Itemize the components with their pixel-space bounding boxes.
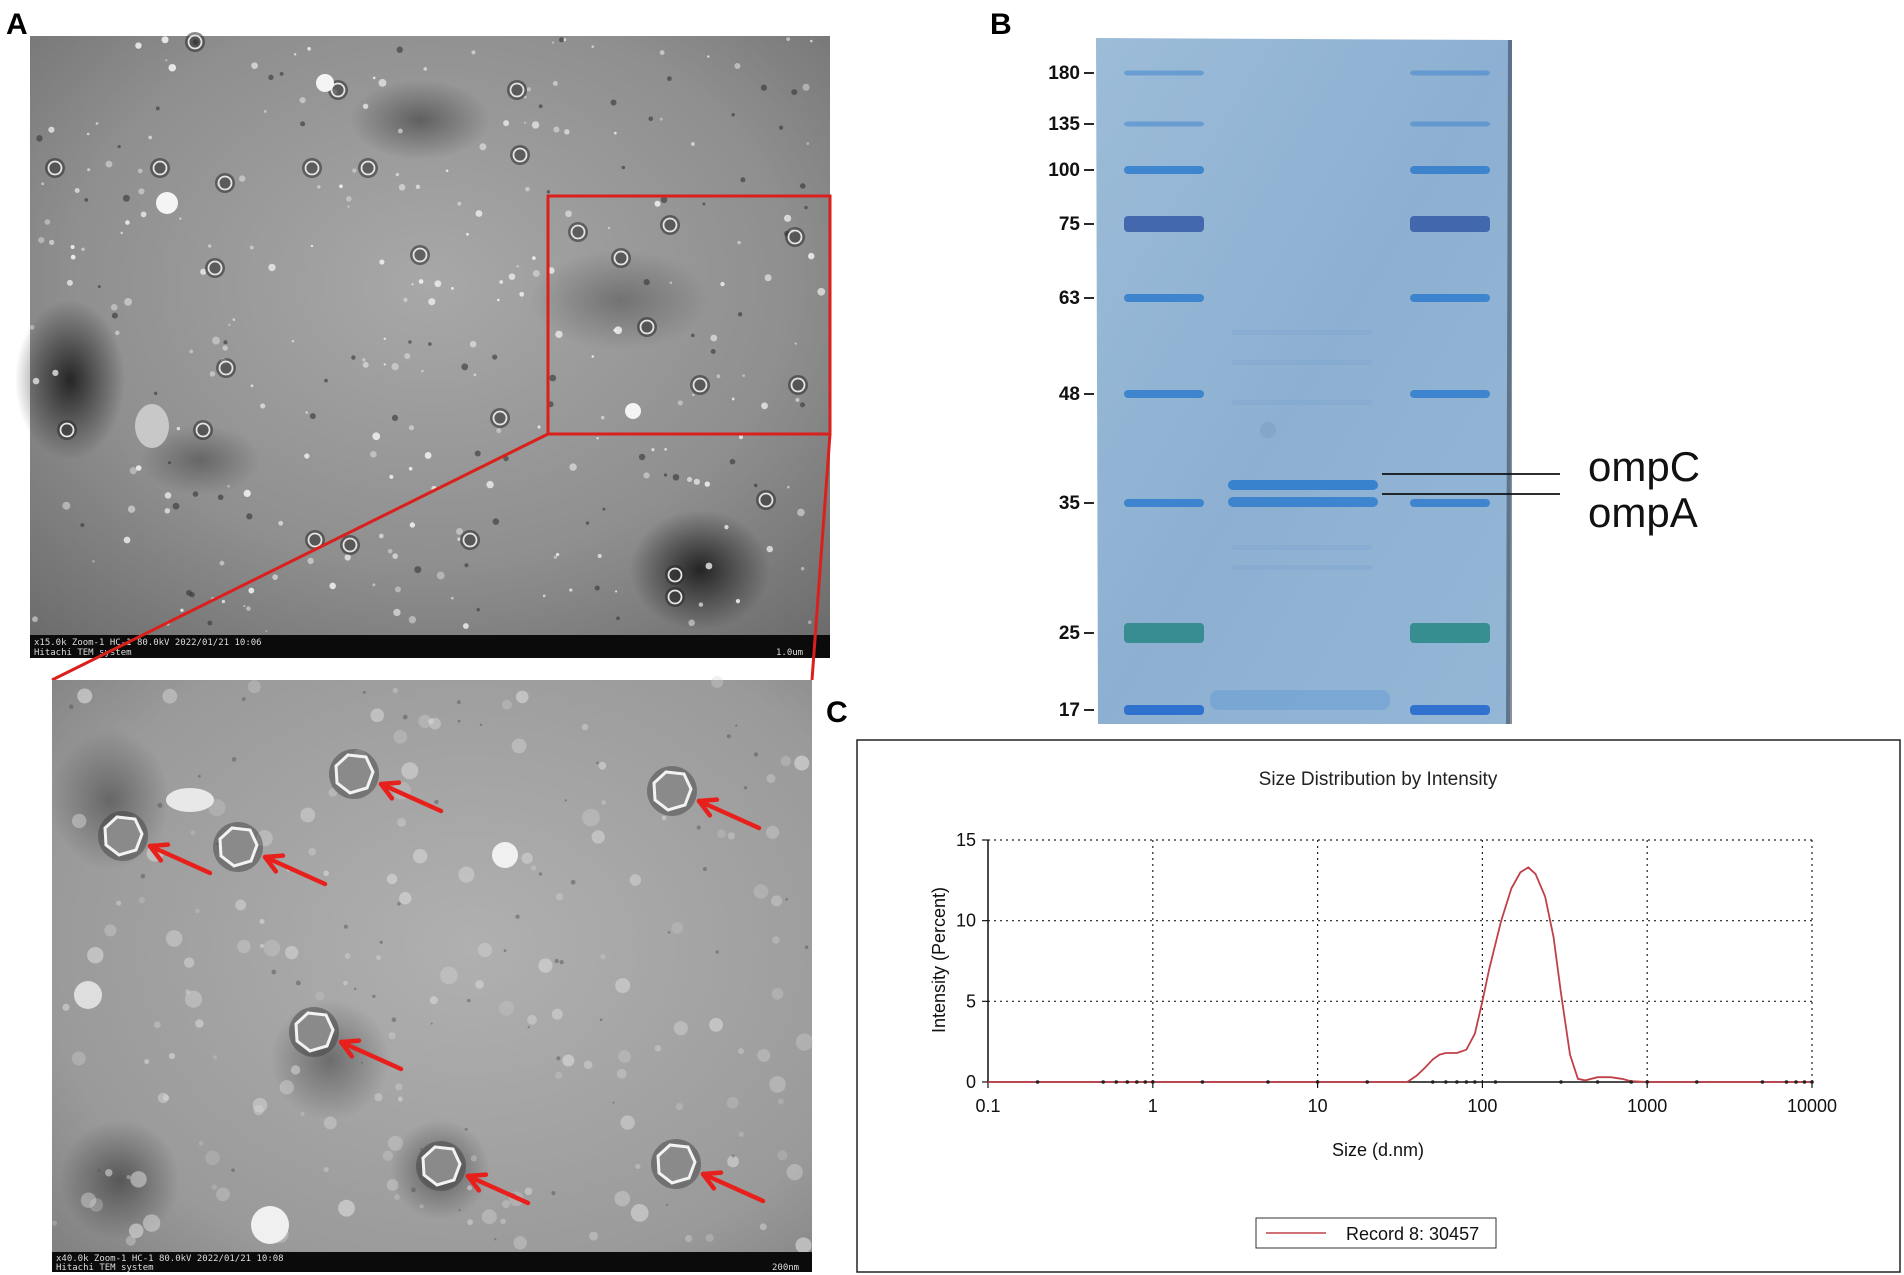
tem-bottom-caption-2: Hitachi TEM system xyxy=(56,1263,154,1273)
tem-top-caption-1: x15.0k Zoom-1 HC-1 80.0kV 2022/01/21 10:… xyxy=(34,638,262,648)
y-tick-label: 0 xyxy=(966,1072,976,1092)
baseline-point xyxy=(1629,1080,1634,1084)
y-tick-label: 5 xyxy=(966,991,976,1011)
baseline-point xyxy=(1493,1080,1498,1084)
zoom-line-left xyxy=(51,432,549,682)
panel-letter-a: A xyxy=(6,8,28,41)
x-tick-label: 100 xyxy=(1467,1096,1497,1116)
y-axis-label: Intensity (Percent) xyxy=(929,887,949,1033)
baseline-point xyxy=(1365,1080,1370,1084)
series-line xyxy=(988,866,1812,1083)
baseline-point xyxy=(1464,1080,1469,1084)
baseline-point xyxy=(1143,1080,1148,1084)
x-tick-label: 10 xyxy=(1308,1096,1328,1116)
baseline-point xyxy=(1810,1080,1814,1084)
marker-label: 100 xyxy=(1048,160,1080,181)
baseline-point xyxy=(1035,1080,1040,1084)
marker-label: 35 xyxy=(1059,493,1081,514)
baseline-point xyxy=(1559,1080,1563,1084)
baseline-point xyxy=(1784,1080,1789,1084)
x-axis-label: Size (d.nm) xyxy=(1332,1140,1424,1160)
baseline-point xyxy=(1114,1080,1119,1084)
baseline-point xyxy=(1455,1080,1459,1084)
baseline-point xyxy=(1473,1080,1477,1084)
dls-chart: Size Distribution by Intensity 0.1 1 10 100… xyxy=(856,739,1901,1273)
baseline-point xyxy=(1101,1080,1105,1084)
baseline-point xyxy=(1200,1080,1205,1084)
panel-letter-c: C xyxy=(826,696,848,729)
band-label-ompa: ompA xyxy=(1588,489,1698,536)
tem-top-caption-2: Hitachi TEM system xyxy=(34,648,132,658)
zoom-line-right xyxy=(810,433,832,681)
tem-bottom-scale: 200nm xyxy=(772,1263,799,1273)
marker-label: 48 xyxy=(1059,384,1080,405)
baseline-point xyxy=(1135,1080,1139,1084)
x-tick-label: 10000 xyxy=(1787,1096,1837,1116)
y-tick-label: 10 xyxy=(956,911,976,931)
x-tick-label: 1 xyxy=(1148,1096,1158,1116)
baseline-point xyxy=(1151,1080,1155,1084)
x-tick-label: 0.1 xyxy=(975,1096,1000,1116)
sds-page-gel: 180 135 100 75 63 48 35 25 17 ompC ompA xyxy=(1048,38,1700,724)
chart-title: Size Distribution by Intensity xyxy=(1259,769,1498,790)
panel-letter-b: B xyxy=(990,8,1012,41)
baseline-point xyxy=(1444,1080,1448,1084)
baseline-point xyxy=(1760,1080,1765,1084)
marker-label: 25 xyxy=(1059,623,1081,644)
baseline-point xyxy=(1645,1080,1649,1084)
chart-frame xyxy=(856,739,1901,1273)
baseline-point xyxy=(1125,1080,1130,1084)
band-label-ompc: ompC xyxy=(1588,443,1700,490)
baseline-point xyxy=(1802,1080,1807,1084)
tem-bottom-caption-1: x40.0k Zoom-1 HC-1 80.0kV 2022/01/21 10:… xyxy=(56,1254,284,1264)
baseline-point xyxy=(1695,1080,1699,1084)
marker-label: 135 xyxy=(1048,114,1080,135)
marker-label: 180 xyxy=(1048,63,1080,84)
legend-label: Record 8: 30457 xyxy=(1346,1224,1479,1244)
baseline-point xyxy=(1794,1080,1798,1084)
baseline-point xyxy=(1430,1080,1435,1084)
tem-top-scale: 1.0um xyxy=(776,648,803,658)
marker-label: 75 xyxy=(1059,214,1081,235)
baseline-point xyxy=(1315,1080,1320,1084)
chart-legend: Record 8: 30457 xyxy=(1255,1217,1497,1249)
zoom-box xyxy=(546,194,832,436)
marker-label: 17 xyxy=(1059,700,1080,721)
x-tick-label: 1000 xyxy=(1627,1096,1667,1116)
y-tick-label: 15 xyxy=(956,830,976,850)
tem-image-overview: x15.0k Zoom-1 HC-1 80.0kV 2022/01/21 10:… xyxy=(15,32,830,658)
baseline-point xyxy=(1595,1080,1600,1084)
tem-image-zoom: x40.0k Zoom-1 HC-1 80.0kV 2022/01/21 10:… xyxy=(50,676,814,1273)
baseline-point xyxy=(1266,1080,1270,1084)
marker-label: 63 xyxy=(1059,288,1080,309)
